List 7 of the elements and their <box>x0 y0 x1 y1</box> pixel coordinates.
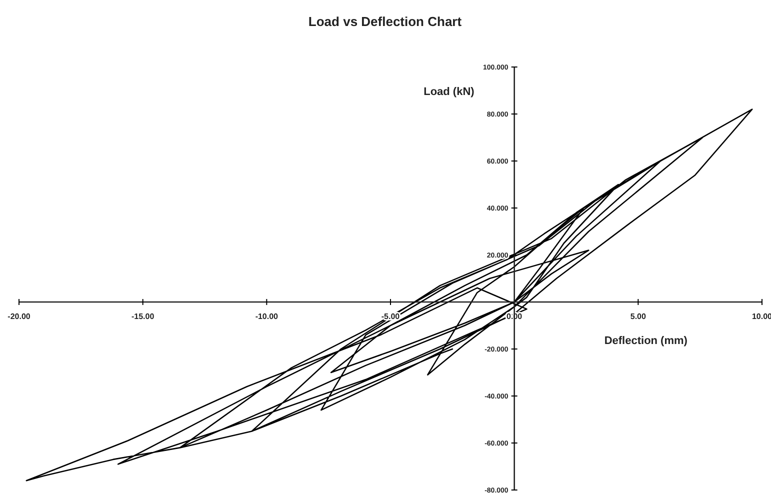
x-tick-label: -10.00 <box>255 312 279 321</box>
x-tick-label: 5.00 <box>630 312 646 321</box>
x-axis-title: Deflection (mm) <box>604 335 688 347</box>
chart-title: Load vs Deflection Chart <box>308 14 462 29</box>
y-axis-title: Load (kN) <box>424 86 475 98</box>
x-tick-label: -15.00 <box>131 312 155 321</box>
x-tick-label: -20.00 <box>8 312 31 321</box>
